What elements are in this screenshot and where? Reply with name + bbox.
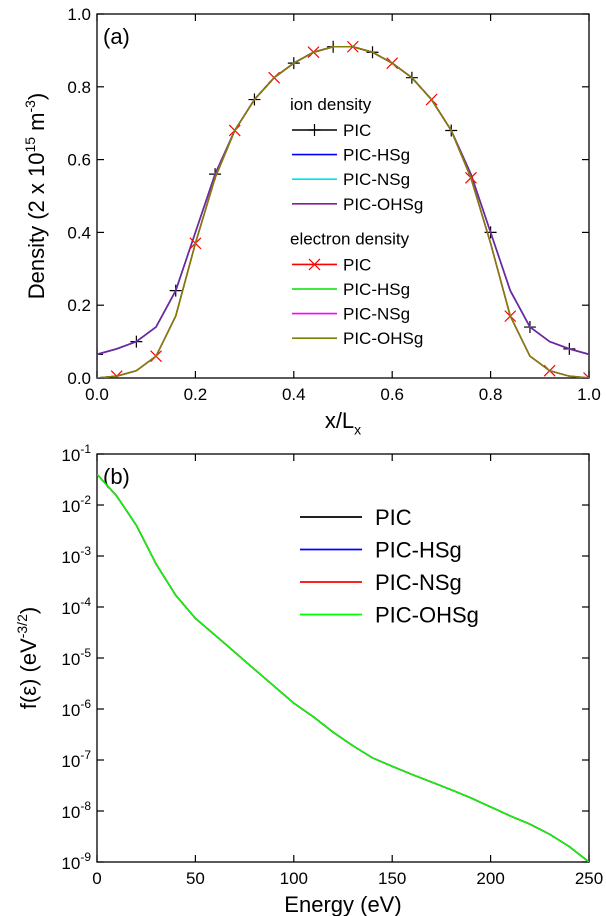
label-text: x/L <box>325 408 354 433</box>
plot-area <box>97 40 589 378</box>
y-tick-label: 10-7 <box>61 748 91 771</box>
legend-label: PIC-HSg <box>343 146 410 165</box>
y-tick-label: 10-5 <box>61 646 91 669</box>
plot-frame <box>96 13 590 379</box>
y-tick-label: 0.8 <box>67 78 91 97</box>
y-tick-label: 1.0 <box>67 5 91 24</box>
tick-exp: -6 <box>80 697 91 711</box>
x-tick-label: 0.8 <box>479 385 503 404</box>
tick-base: 10 <box>61 752 80 771</box>
tick-exp: -3 <box>80 544 91 558</box>
label-text: m <box>24 113 49 137</box>
panel-label: (a) <box>103 24 130 49</box>
marker <box>583 372 589 378</box>
legend-label: PIC-HSg <box>343 280 410 299</box>
label-sup: -3 <box>22 100 38 113</box>
y-tick-label: 0.0 <box>67 369 91 388</box>
series-line <box>97 473 589 862</box>
tick-base: 10 <box>61 446 80 465</box>
tick-exp: -5 <box>80 646 91 660</box>
legend-label: PIC <box>343 255 371 274</box>
y-tick-label: 10-9 <box>61 850 91 873</box>
x-tick-label: 0 <box>92 869 101 888</box>
x-axis-label: Energy (eV) <box>284 892 401 916</box>
x-tick-label: 50 <box>186 869 205 888</box>
tick-exp: -7 <box>80 748 91 762</box>
label-text: ) <box>16 607 41 614</box>
legend: PIC PIC-HSg PIC-NSg PIC-OHSg <box>300 505 479 628</box>
tick-base: 10 <box>61 803 80 822</box>
tick-exp: -9 <box>80 850 91 864</box>
tick-exp: -4 <box>80 595 91 609</box>
y-axis-label: Density (2 x 1015 m-3) <box>22 93 49 300</box>
y-tick-label: 0.4 <box>67 223 91 242</box>
label-sup: 15 <box>22 137 38 153</box>
x-tick-label: 250 <box>575 869 603 888</box>
legend: ion density PIC PIC-HSg PIC-NSg PIC-OHSg elec… <box>290 95 423 348</box>
legend-label: PIC-OHSg <box>375 603 479 628</box>
x-axis-label: x/Lx <box>325 408 361 438</box>
legend-label: PIC-HSg <box>375 538 462 563</box>
series-line <box>97 473 589 862</box>
x-tick-label: 200 <box>476 869 504 888</box>
tick-base: 10 <box>61 497 80 516</box>
panel: 0 50 100 150 200 25010-910-810-710-610-510-41… <box>14 442 603 916</box>
plot-area <box>97 473 589 862</box>
y-tick-label: 10-4 <box>61 595 91 618</box>
marker <box>97 348 103 361</box>
tick-base: 10 <box>61 650 80 669</box>
legend-heading: electron density <box>290 229 410 248</box>
legend-heading: ion density <box>290 95 372 114</box>
panel: 0.0 0.2 0.4 0.6 0.8 1.0 0.0 0.2 0.4 0.6 0.8 1.0 x/Lx… <box>22 5 601 438</box>
legend-label: PIC-NSg <box>375 570 462 595</box>
y-tick-label: 10-2 <box>61 493 91 516</box>
tick-base: 10 <box>61 599 80 618</box>
y-tick-label: 10-8 <box>61 799 91 822</box>
y-tick-label: 10-3 <box>61 544 91 567</box>
legend-label: PIC-NSg <box>343 170 410 189</box>
y-axis-label: f(ε) (eV-3/2) <box>14 607 41 709</box>
y-tick-label: 10-1 <box>61 442 91 465</box>
tick-exp: -2 <box>80 493 91 507</box>
label-sup: -3/2 <box>14 614 30 638</box>
series-line <box>97 46 589 378</box>
legend-label: PIC <box>375 505 412 530</box>
tick-exp: -8 <box>80 799 91 813</box>
x-tick-label: 150 <box>378 869 406 888</box>
label-text: f(ε) (eV <box>16 638 41 709</box>
series-line <box>97 473 589 862</box>
tick-exp: -1 <box>80 442 91 456</box>
marker <box>308 258 321 271</box>
label-text: Density (2 x 10 <box>24 153 49 300</box>
legend-label: PIC-NSg <box>343 305 410 324</box>
label-text: Energy (eV) <box>284 892 401 916</box>
tick-base: 10 <box>61 854 80 873</box>
legend-label: PIC <box>343 121 371 140</box>
legend-label: PIC-OHSg <box>343 329 423 348</box>
label-sub: x <box>354 422 361 438</box>
x-tick-label: 0.6 <box>380 385 404 404</box>
y-tick-label: 0.6 <box>67 151 91 170</box>
marker <box>308 124 321 136</box>
x-tick-label: 1.0 <box>577 385 601 404</box>
x-tick-label: 100 <box>280 869 308 888</box>
x-tick-label: 0.0 <box>85 385 109 404</box>
y-tick-label: 0.2 <box>67 296 91 315</box>
x-tick-label: 0.4 <box>282 385 306 404</box>
series-line <box>97 473 589 862</box>
tick-base: 10 <box>61 701 80 720</box>
tick-base: 10 <box>61 548 80 567</box>
plot-frame <box>96 453 590 863</box>
legend-label: PIC-OHSg <box>343 195 423 214</box>
x-tick-label: 0.2 <box>184 385 208 404</box>
y-tick-label: 10-6 <box>61 697 91 720</box>
label-text: ) <box>24 93 49 100</box>
